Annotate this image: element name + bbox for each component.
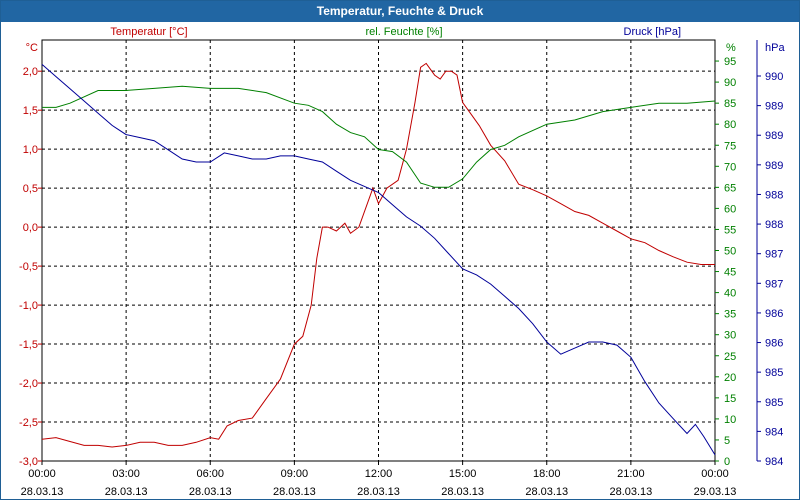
legend-temp: Temperatur [°C] [110,26,187,38]
x-tick-time-label: 12:00 [365,468,393,480]
hum-tick-label: 35 [724,309,736,321]
press-tick-label: 988 [765,219,783,231]
press-tick-label: 989 [765,101,783,113]
hum-tick-label: 20 [724,372,736,384]
hum-tick-label: 45 [724,267,736,279]
x-tick-time-label: 03:00 [112,468,140,480]
press-tick-label: 987 [765,249,783,261]
temp-unit-label: °C [26,42,38,54]
press-tick-label: 989 [765,160,783,172]
hum-tick-label: 15 [724,393,736,405]
press-tick-label: 987 [765,278,783,290]
x-tick-time-label: 09:00 [281,468,309,480]
temp-tick-label: 2,0 [23,66,38,78]
x-tick-time-label: 18:00 [533,468,561,480]
press-tick-label: 990 [765,71,783,83]
temp-tick-label: -1,5 [19,339,38,351]
x-tick-date-label: 29.03.13 [694,486,737,498]
hum-tick-label: 65 [724,182,736,194]
temp-tick-label: -1,0 [19,300,38,312]
hum-tick-label: 5 [724,435,730,447]
hum-tick-label: 30 [724,330,736,342]
hum-tick-label: 55 [724,224,736,236]
hum-tick-label: 50 [724,246,736,258]
press-unit-label: hPa [765,42,785,54]
temp-tick-label: -2,0 [19,378,38,390]
x-tick-date-label: 28.03.13 [525,486,568,498]
series-line-temp [41,62,715,448]
legend-press: Druck [hPa] [624,26,681,38]
hum-tick-label: 0 [724,456,730,468]
hum-tick-label: 10 [724,414,736,426]
series-line-press [41,64,716,456]
press-tick-label: 989 [765,130,783,142]
press-tick-label: 984 [765,456,783,468]
hum-tick-label: 70 [724,161,736,173]
hum-tick-label: 75 [724,140,736,152]
press-tick-label: 984 [765,426,783,438]
hum-tick-label: 80 [724,119,736,131]
hum-tick-label: 60 [724,203,736,215]
hum-tick-label: 25 [724,351,736,363]
hum-tick-label: 85 [724,98,736,110]
x-tick-time-label: 00:00 [28,468,56,480]
x-tick-time-label: 00:00 [701,468,729,480]
hum-tick-label: 95 [724,56,736,68]
press-tick-label: 985 [765,367,783,379]
x-tick-date-label: 28.03.13 [273,486,316,498]
hum-tick-label: 40 [724,288,736,300]
press-tick-label: 988 [765,189,783,201]
series-line-hum [42,85,716,188]
press-tick-label: 985 [765,397,783,409]
hum-tick-label: 90 [724,77,736,89]
temp-tick-label: -0,5 [19,261,38,273]
press-tick-label: 986 [765,308,783,320]
x-tick-date-label: 28.03.13 [609,486,652,498]
x-tick-time-label: 06:00 [196,468,224,480]
temp-tick-label: 0,5 [23,183,38,195]
hum-unit-label: % [726,42,736,54]
x-tick-date-label: 28.03.13 [189,486,232,498]
x-tick-time-label: 15:00 [449,468,477,480]
temp-tick-label: 1,0 [23,144,38,156]
press-tick-label: 986 [765,338,783,350]
temp-tick-label: 1,5 [23,105,38,117]
temp-tick-label: -2,5 [19,417,38,429]
temp-tick-label: 0,0 [23,222,38,234]
x-tick-time-label: 21:00 [617,468,645,480]
window-title: Temperatur, Feuchte & Druck [1,1,799,22]
x-tick-date-label: 28.03.13 [105,486,148,498]
x-tick-date-label: 28.03.13 [441,486,484,498]
x-tick-date-label: 28.03.13 [357,486,400,498]
x-tick-date-label: 28.03.13 [21,486,64,498]
legend-hum: rel. Feuchte [%] [365,26,442,38]
temp-tick-label: -3,0 [19,456,38,468]
